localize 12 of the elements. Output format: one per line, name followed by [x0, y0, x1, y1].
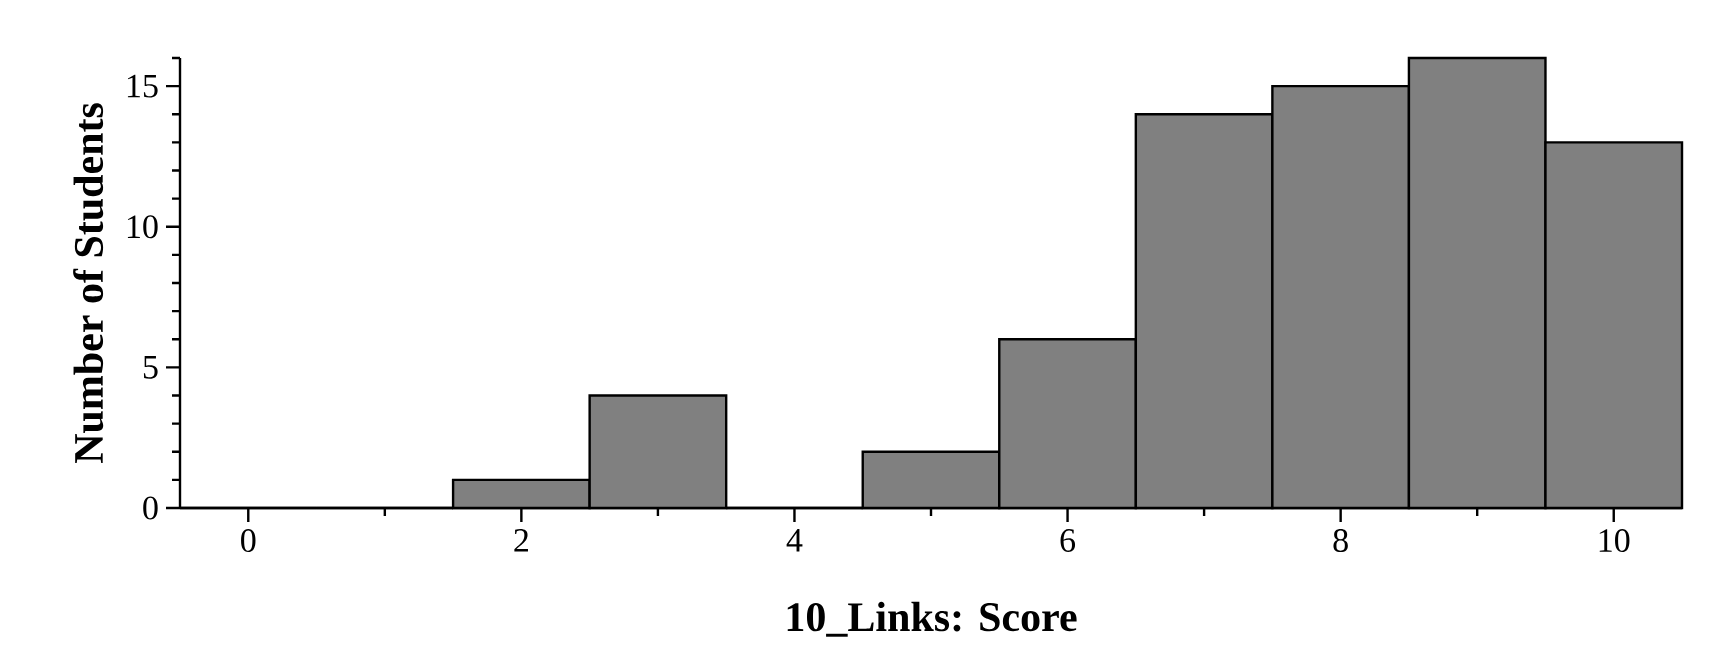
y-tick-label: 10	[127, 215, 158, 239]
y-tick-label: 5	[143, 356, 158, 379]
x-tick-label: 6	[1060, 529, 1076, 552]
x-tick-label: 10	[1599, 529, 1630, 553]
x-tick-label: 2	[514, 529, 528, 552]
y-tick-label: 0	[143, 496, 158, 520]
y-tick-label: 15	[127, 74, 158, 98]
x-axis-title: 10_Links: Score	[787, 601, 1077, 637]
x-tick-label: 4	[786, 529, 803, 552]
x-tick-label: 8	[1333, 529, 1348, 553]
x-tick-label: 0	[241, 529, 256, 553]
y-axis-title: Number of Students	[73, 103, 104, 464]
